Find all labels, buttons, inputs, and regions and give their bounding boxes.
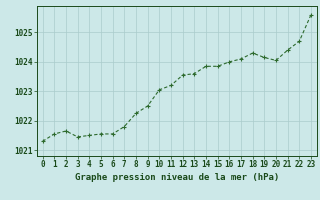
X-axis label: Graphe pression niveau de la mer (hPa): Graphe pression niveau de la mer (hPa): [75, 173, 279, 182]
